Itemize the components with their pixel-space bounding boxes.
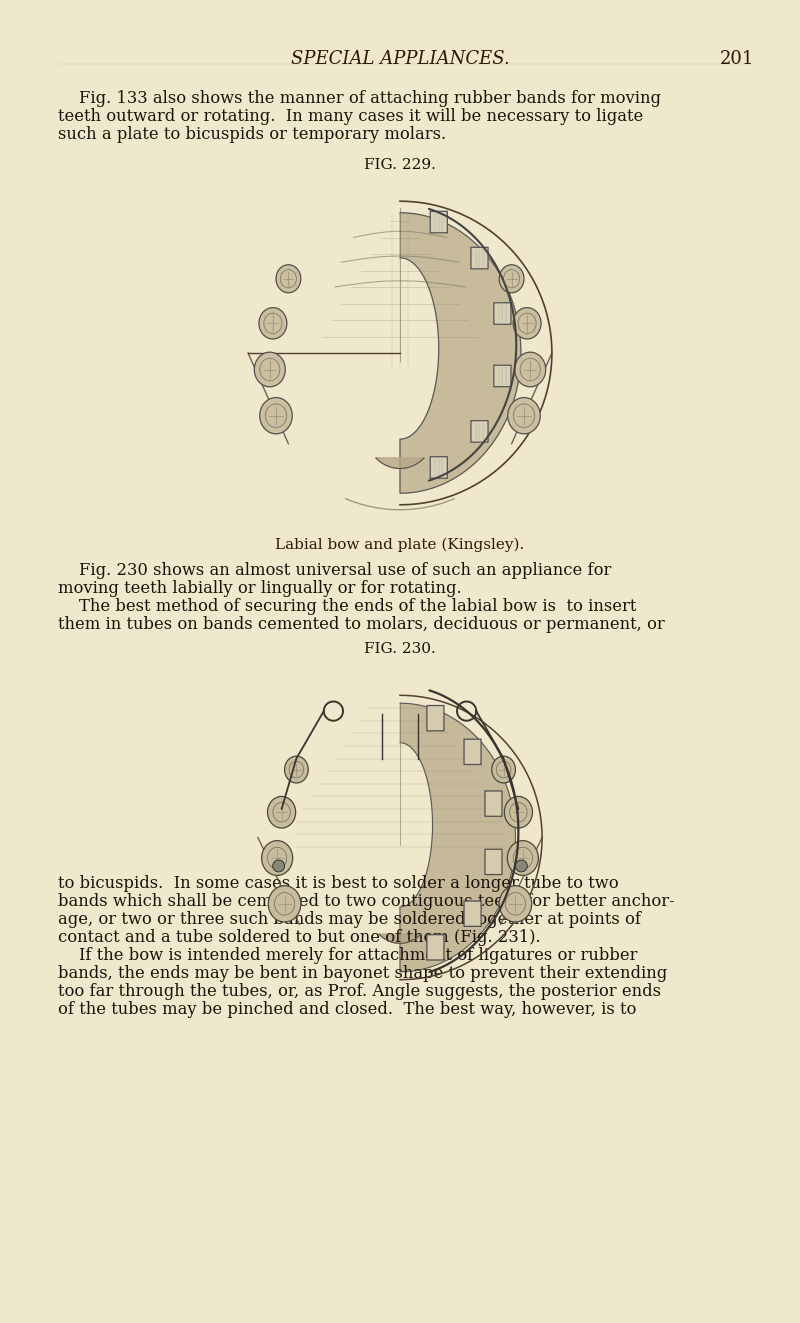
Text: If the bow is intended merely for attachment of ligatures or rubber: If the bow is intended merely for attach… (58, 947, 638, 964)
Ellipse shape (268, 885, 301, 922)
Polygon shape (400, 213, 521, 493)
Text: teeth outward or rotating.  In many cases it will be necessary to ligate: teeth outward or rotating. In many cases… (58, 108, 643, 124)
FancyBboxPatch shape (464, 740, 481, 765)
Ellipse shape (267, 796, 296, 828)
Text: Fig. 133 also shows the manner of attaching rubber bands for moving: Fig. 133 also shows the manner of attach… (58, 90, 661, 107)
Circle shape (515, 860, 527, 872)
Polygon shape (379, 934, 421, 943)
FancyBboxPatch shape (494, 303, 511, 324)
Ellipse shape (514, 352, 546, 386)
Text: Fig. 230 shows an almost universal use of such an appliance for: Fig. 230 shows an almost universal use o… (58, 562, 611, 579)
Text: The best method of securing the ends of the labial bow is  to insert: The best method of securing the ends of … (58, 598, 636, 615)
Ellipse shape (504, 796, 533, 828)
Ellipse shape (508, 397, 540, 434)
Text: of the tubes may be pinched and closed.  The best way, however, is to: of the tubes may be pinched and closed. … (58, 1002, 636, 1017)
Text: such a plate to bicuspids or temporary molars.: such a plate to bicuspids or temporary m… (58, 126, 446, 143)
Polygon shape (400, 704, 515, 972)
Polygon shape (376, 458, 424, 468)
Text: contact and a tube soldered to but one of them (Fig. 231).: contact and a tube soldered to but one o… (58, 929, 541, 946)
Ellipse shape (499, 265, 524, 292)
FancyBboxPatch shape (430, 456, 447, 478)
FancyBboxPatch shape (485, 791, 502, 816)
Text: 201: 201 (720, 50, 754, 67)
Text: them in tubes on bands cemented to molars, deciduous or permanent, or: them in tubes on bands cemented to molar… (58, 617, 665, 632)
Text: FIG. 229.: FIG. 229. (364, 157, 436, 172)
Text: SPECIAL APPLIANCES.: SPECIAL APPLIANCES. (290, 50, 510, 67)
FancyBboxPatch shape (427, 705, 444, 730)
FancyBboxPatch shape (430, 212, 447, 233)
FancyBboxPatch shape (494, 365, 511, 386)
Ellipse shape (259, 308, 287, 339)
Text: bands, the ends may be bent in bayonet shape to prevent their extending: bands, the ends may be bent in bayonet s… (58, 964, 667, 982)
FancyBboxPatch shape (485, 849, 502, 875)
Text: FIG. 230.: FIG. 230. (364, 642, 436, 656)
Text: age, or two or three such bands may be soldered together at points of: age, or two or three such bands may be s… (58, 912, 641, 927)
Text: moving teeth labially or lingually or for rotating.: moving teeth labially or lingually or fo… (58, 579, 462, 597)
Ellipse shape (254, 352, 286, 386)
Ellipse shape (260, 397, 292, 434)
Text: to bicuspids.  In some cases it is best to solder a longer tube to two: to bicuspids. In some cases it is best t… (58, 875, 618, 892)
Text: too far through the tubes, or, as Prof. Angle suggests, the posterior ends: too far through the tubes, or, as Prof. … (58, 983, 661, 1000)
FancyBboxPatch shape (427, 934, 444, 960)
Text: Labial bow and plate (Kingsley).: Labial bow and plate (Kingsley). (275, 538, 525, 553)
Circle shape (273, 860, 285, 872)
Ellipse shape (492, 757, 515, 783)
Ellipse shape (262, 840, 293, 876)
Ellipse shape (513, 308, 541, 339)
FancyBboxPatch shape (471, 421, 488, 442)
Text: bands which shall be cemented to two contiguous teeth for better anchor-: bands which shall be cemented to two con… (58, 893, 674, 910)
Ellipse shape (499, 885, 532, 922)
Ellipse shape (507, 840, 538, 876)
FancyBboxPatch shape (471, 247, 488, 269)
FancyBboxPatch shape (464, 901, 481, 926)
Ellipse shape (276, 265, 301, 292)
Ellipse shape (285, 757, 308, 783)
